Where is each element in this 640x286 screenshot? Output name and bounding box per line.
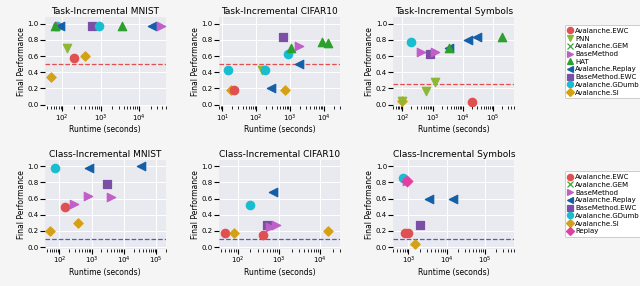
Point xyxy=(220,230,230,235)
Point xyxy=(226,88,236,92)
Point xyxy=(257,233,268,237)
Point xyxy=(500,178,511,183)
Point xyxy=(401,178,412,183)
Point xyxy=(45,229,55,233)
Point xyxy=(397,98,408,103)
Title: Class-Incremental CIFAR10: Class-Incremental CIFAR10 xyxy=(219,150,340,159)
Y-axis label: Final Performance: Final Performance xyxy=(191,170,200,239)
Point xyxy=(444,46,454,50)
Point xyxy=(85,167,95,171)
Y-axis label: Final Performance: Final Performance xyxy=(365,27,374,96)
Point xyxy=(430,80,440,84)
Point xyxy=(223,67,234,72)
Point xyxy=(444,46,454,50)
Point xyxy=(277,35,287,40)
Point xyxy=(51,166,61,170)
Title: Class-Incremental MNIST: Class-Incremental MNIST xyxy=(49,150,161,159)
Point xyxy=(73,221,83,225)
Title: Class-Incremental Symbols: Class-Incremental Symbols xyxy=(392,150,515,159)
Point xyxy=(228,88,239,92)
Point xyxy=(401,178,412,183)
Point xyxy=(83,194,93,198)
Point xyxy=(430,50,440,54)
Legend: Avalanche.EWC, PNN, Avalanche.GEM, BaseMethod, HAT, Avalanche.Replay, BaseMethod: Avalanche.EWC, PNN, Avalanche.GEM, BaseM… xyxy=(564,25,640,98)
Point xyxy=(399,178,410,183)
Point xyxy=(448,196,458,201)
Point xyxy=(294,44,304,49)
Point xyxy=(68,202,79,206)
Point xyxy=(54,23,65,28)
Point xyxy=(467,100,477,104)
Point xyxy=(262,223,272,228)
Point xyxy=(122,23,132,28)
Point xyxy=(260,67,270,72)
Point xyxy=(94,23,104,28)
Point xyxy=(284,51,294,56)
Point xyxy=(60,204,70,209)
Point xyxy=(268,190,278,194)
X-axis label: Runtime (seconds): Runtime (seconds) xyxy=(418,268,490,277)
Point xyxy=(68,55,79,60)
Point xyxy=(289,54,299,58)
Point xyxy=(87,23,97,28)
Point xyxy=(286,46,296,50)
Point xyxy=(406,40,417,45)
Point xyxy=(54,23,64,28)
X-axis label: Runtime (seconds): Runtime (seconds) xyxy=(70,125,141,134)
X-axis label: Runtime (seconds): Runtime (seconds) xyxy=(70,268,141,277)
Point xyxy=(102,182,112,186)
Point xyxy=(61,46,72,50)
Point xyxy=(147,23,157,28)
Point xyxy=(79,54,90,58)
Point xyxy=(136,164,147,168)
Point xyxy=(403,230,413,235)
Point xyxy=(472,35,483,40)
Y-axis label: Final Performance: Final Performance xyxy=(17,170,26,239)
Point xyxy=(266,86,276,91)
Point xyxy=(410,242,420,246)
Point xyxy=(83,166,93,170)
Point xyxy=(156,23,166,28)
Point xyxy=(116,23,127,28)
Point xyxy=(228,230,239,235)
X-axis label: Runtime (seconds): Runtime (seconds) xyxy=(244,125,316,134)
Y-axis label: Final Performance: Final Performance xyxy=(17,27,26,96)
Point xyxy=(106,195,116,199)
Point xyxy=(265,225,275,229)
Point xyxy=(50,23,60,28)
Point xyxy=(294,62,305,66)
Point xyxy=(271,223,282,228)
Title: Task-Incremental Symbols: Task-Incremental Symbols xyxy=(395,7,513,16)
Point xyxy=(424,51,435,56)
X-axis label: Runtime (seconds): Runtime (seconds) xyxy=(244,268,316,277)
Point xyxy=(257,67,268,72)
Point xyxy=(399,230,410,235)
Point xyxy=(415,50,426,54)
Title: Task-Incremental CIFAR10: Task-Incremental CIFAR10 xyxy=(221,7,338,16)
Point xyxy=(397,98,408,103)
Y-axis label: Final Performance: Final Performance xyxy=(365,170,374,239)
Point xyxy=(317,40,328,45)
Point xyxy=(424,196,435,201)
Legend: Avalanche.EWC, Avalanche.GEM, BaseMethod, Avalanche.Replay, BaseMethod.EWC, Aval: Avalanche.EWC, Avalanche.GEM, BaseMethod… xyxy=(564,171,640,237)
X-axis label: Runtime (seconds): Runtime (seconds) xyxy=(418,125,490,134)
Point xyxy=(45,75,56,80)
Point xyxy=(497,35,508,40)
Point xyxy=(323,229,333,233)
Point xyxy=(463,37,474,42)
Title: Task-Incremental MNIST: Task-Incremental MNIST xyxy=(51,7,159,16)
Y-axis label: Final Performance: Final Performance xyxy=(191,27,200,96)
Point xyxy=(236,198,246,202)
Point xyxy=(52,23,63,28)
Point xyxy=(245,203,255,207)
Point xyxy=(415,222,425,227)
Point xyxy=(151,164,161,168)
Point xyxy=(253,86,264,91)
Point xyxy=(280,88,290,92)
Point xyxy=(397,176,408,181)
Point xyxy=(323,41,333,45)
Point xyxy=(420,89,431,93)
